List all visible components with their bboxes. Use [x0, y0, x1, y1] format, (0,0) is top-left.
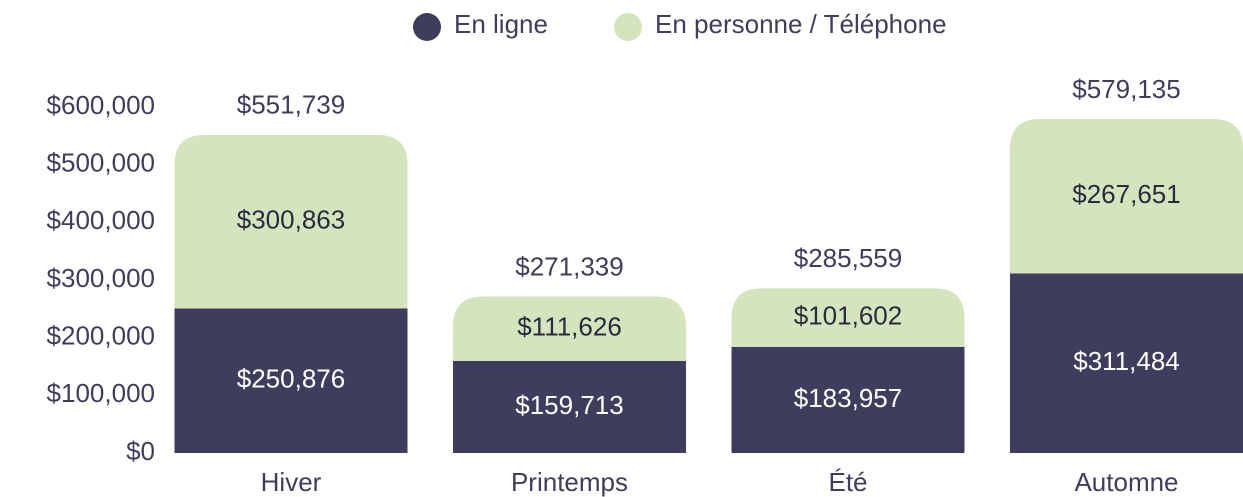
- y-tick-label: $300,000: [47, 263, 155, 293]
- legend-swatch: [413, 13, 441, 41]
- bar-segment: [453, 296, 686, 361]
- x-tick-label: Hiver: [261, 467, 322, 497]
- bar-segment: [174, 134, 408, 309]
- y-tick-label: $100,000: [47, 378, 155, 408]
- x-tick-label: Printemps: [511, 467, 628, 497]
- legend-swatch: [614, 13, 642, 41]
- total-label: $551,739: [237, 90, 345, 120]
- bar-value-label: $311,484: [1073, 346, 1180, 376]
- bar-value-label: $111,626: [517, 312, 622, 342]
- legend-label: En ligne: [454, 9, 548, 39]
- bar-value-label: $267,651: [1072, 179, 1180, 209]
- legend-label: En personne / Téléphone: [655, 9, 947, 39]
- bar-segment: [453, 360, 686, 453]
- bar-value-label: $300,863: [237, 204, 345, 234]
- bar-segment: [731, 346, 965, 453]
- x-tick-label: Été: [828, 467, 867, 497]
- bar-segment: [1010, 273, 1243, 453]
- bar-value-label: $250,876: [237, 364, 345, 394]
- y-tick-label: $200,000: [47, 321, 155, 351]
- y-tick-label: $500,000: [47, 148, 155, 178]
- y-tick-label: $400,000: [47, 205, 155, 235]
- x-tick-label: Automne: [1074, 467, 1178, 497]
- bar-value-label: $183,957: [794, 383, 902, 413]
- y-tick-label: $0: [126, 436, 155, 466]
- total-label: $579,135: [1072, 74, 1180, 104]
- total-label: $285,559: [794, 243, 902, 273]
- bar-value-label: $159,713: [515, 390, 623, 420]
- total-label: $271,339: [515, 251, 623, 281]
- bar-segment: [174, 308, 408, 453]
- bar-segment: [1010, 119, 1243, 274]
- bar-value-label: $101,602: [794, 300, 902, 330]
- y-tick-label: $600,000: [47, 90, 155, 120]
- bar-segment: [731, 288, 965, 347]
